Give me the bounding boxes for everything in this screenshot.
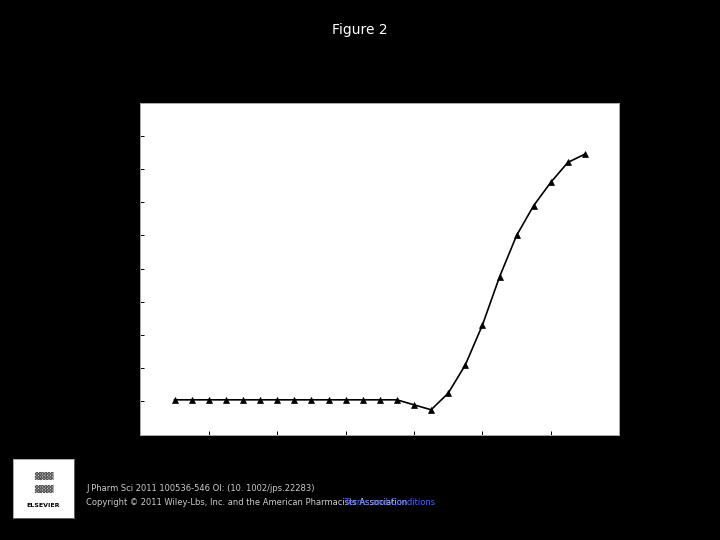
Text: ▓▓▓: ▓▓▓ (34, 471, 53, 480)
Text: Figure 2: Figure 2 (332, 23, 388, 37)
Text: J Pharm Sci 2011 100536-546 OI: (10. 1002/jps.22283): J Pharm Sci 2011 100536-546 OI: (10. 100… (86, 484, 315, 493)
X-axis label: ln C (%): ln C (%) (358, 454, 402, 464)
Y-axis label: Absorbance (470 nm): Absorbance (470 nm) (101, 208, 111, 329)
Text: Terms and Conditions: Terms and Conditions (342, 498, 435, 507)
Text: ELSEVIER: ELSEVIER (27, 503, 60, 508)
Text: ▓▓▓: ▓▓▓ (34, 484, 53, 493)
Text: Copyright © 2011 Wiley-Lbs, Inc. and the American Pharmacists Association: Copyright © 2011 Wiley-Lbs, Inc. and the… (86, 498, 408, 507)
